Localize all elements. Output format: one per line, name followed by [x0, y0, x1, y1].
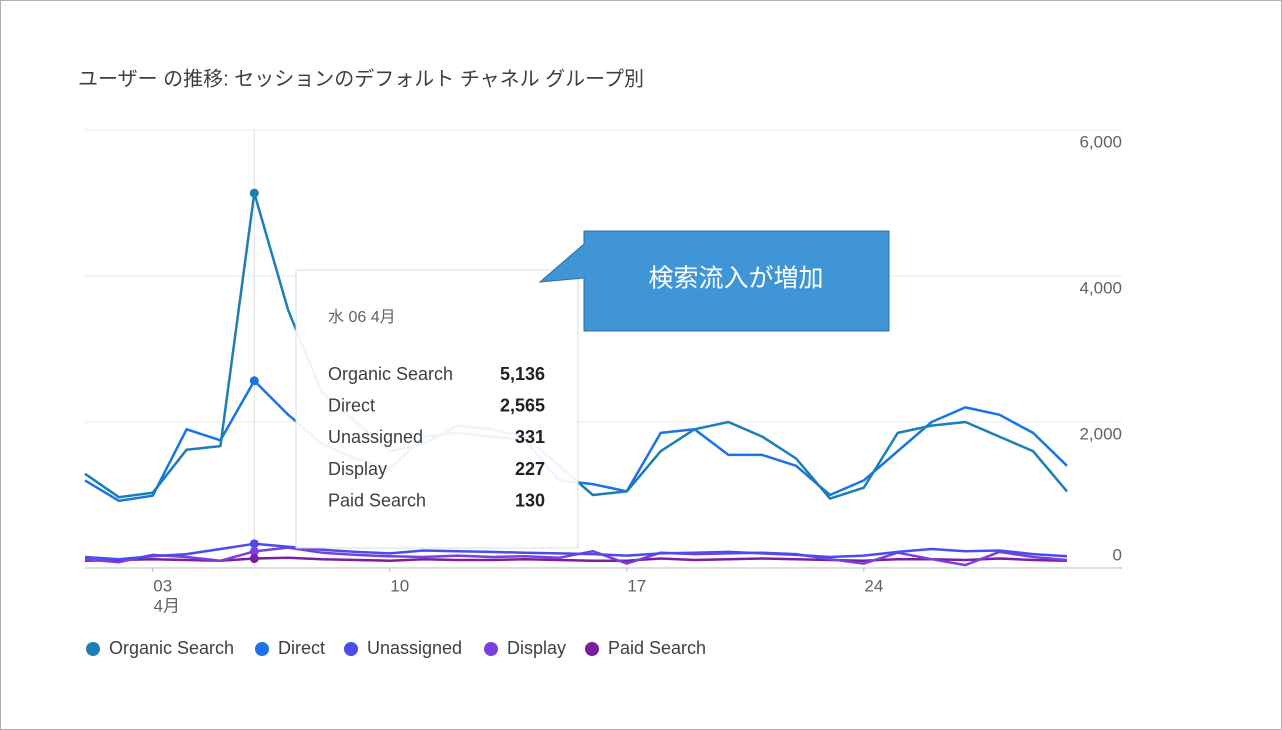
hover-dot: [249, 554, 259, 564]
x-tick-label: 10: [390, 576, 409, 595]
tooltip-value: 227: [515, 459, 545, 479]
tooltip: 水 06 4月 Organic Search 5,136 Direct 2,565 Una…: [295, 269, 579, 549]
legend-label: Unassigned: [367, 638, 462, 658]
legend-label: Direct: [278, 638, 325, 658]
series-line: [84, 556, 1068, 562]
tooltip-title: 水 06 4月: [328, 308, 396, 326]
hover-dot: [249, 376, 259, 386]
tooltip-name: Paid Search: [328, 491, 426, 511]
tooltip-name: Display: [328, 459, 387, 479]
legend-swatch: [86, 642, 100, 656]
y-tick-label: 4,000: [1079, 278, 1122, 297]
tooltip-name: Unassigned: [328, 427, 423, 447]
legend-swatch: [484, 642, 498, 656]
y-tick-label: 0: [1113, 545, 1122, 564]
y-tick-label: 6,000: [1079, 132, 1122, 151]
chart-title: ユーザー の推移: セッションのデフォルト チャネル グループ別: [78, 67, 644, 90]
tooltip-name: Organic Search: [328, 364, 453, 384]
legend-label: Organic Search: [109, 638, 234, 658]
tooltip-value: 331: [515, 427, 545, 447]
x-tick-label: 17: [627, 576, 646, 595]
tooltip-value: 5,136: [500, 364, 545, 384]
series-line: [84, 542, 1068, 561]
tooltip-name: Direct: [328, 395, 375, 415]
callout-text: 検索流入が増加: [648, 265, 823, 293]
tooltip-value: 130: [515, 491, 545, 511]
legend-swatch: [255, 642, 269, 656]
x-month-label: 4月: [153, 596, 179, 615]
legend-label: Display: [507, 638, 566, 658]
legend-swatch: [585, 642, 599, 656]
callout: [538, 230, 890, 332]
y-tick-label: 2,000: [1079, 424, 1122, 443]
legend-label: Paid Search: [608, 638, 706, 658]
x-tick-label: 03: [153, 576, 172, 595]
hover-dot: [249, 188, 259, 198]
x-tick-label: 24: [864, 576, 883, 595]
tooltip-value: 2,565: [500, 395, 545, 415]
hover-dot: [249, 546, 259, 556]
hover-dot: [249, 539, 259, 549]
legend-swatch: [344, 642, 358, 656]
tooltip-box: [295, 269, 579, 549]
